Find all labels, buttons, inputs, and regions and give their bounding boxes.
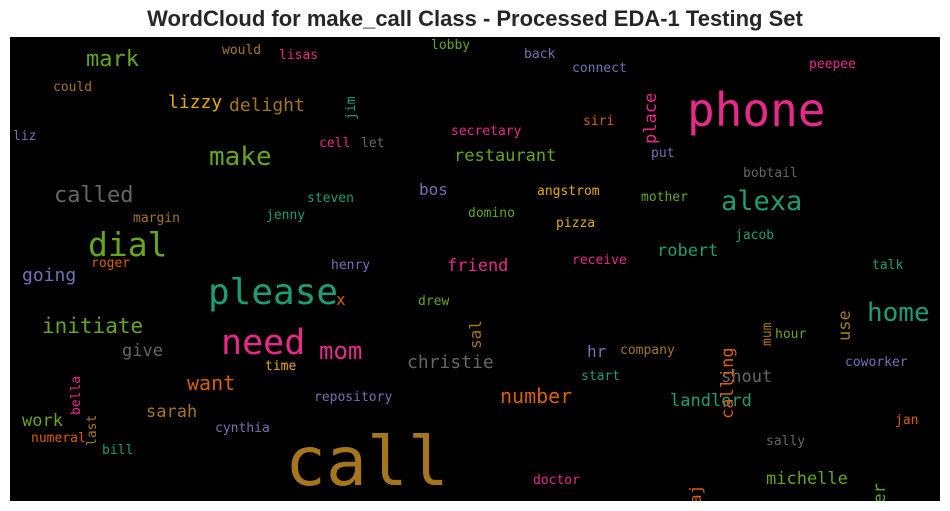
word-secretary: secretary (451, 124, 522, 139)
word-called: called (54, 183, 134, 208)
word-steven: steven (307, 191, 354, 206)
word-alexa: alexa (721, 186, 803, 217)
word-use: use (835, 310, 855, 341)
word-liz: liz (13, 129, 37, 144)
word-bobtail: bobtail (743, 166, 798, 181)
word-robert: robert (657, 241, 719, 261)
word-numeral: numeral (31, 431, 86, 446)
word-dial: dial (88, 225, 168, 264)
word-restaurant: restaurant (454, 146, 557, 166)
word-jim: jim (344, 96, 359, 120)
word-sal: sal (466, 320, 485, 349)
word-domino: domino (468, 206, 515, 221)
word-make: make (209, 142, 272, 172)
word-shout: shout (721, 367, 773, 387)
word-doctor: doctor (533, 473, 580, 488)
word-want: want (187, 371, 236, 395)
word-please: please (208, 272, 339, 313)
word-last: last (85, 414, 100, 446)
word-jan: jan (895, 413, 919, 428)
word-jacob: jacob (735, 228, 775, 243)
word-connect: connect (572, 61, 627, 76)
wordcloud-canvas: call phone please need dial alexa home make mom c… (10, 37, 940, 501)
word-put: put (651, 146, 675, 161)
word-back: back (524, 47, 556, 62)
word-bella: bella (69, 375, 84, 415)
word-initiate: initiate (42, 314, 144, 338)
word-pizza: pizza (556, 216, 596, 231)
word-delight: delight (229, 95, 305, 116)
word-lizzy: lizzy (168, 92, 223, 113)
word-siri: siri (583, 114, 615, 129)
word-aj: aj (686, 484, 705, 501)
word-company: company (620, 343, 675, 358)
word-cell: cell (319, 136, 351, 151)
word-number: number (500, 384, 573, 408)
word-call: call (285, 423, 449, 501)
word-lobby: lobby (431, 38, 471, 53)
word-michelle: michelle (766, 469, 848, 489)
word-roger: roger (91, 256, 131, 271)
word-calling: calling (718, 347, 738, 419)
word-henry: henry (331, 258, 371, 273)
word-talk: talk (872, 258, 904, 273)
word-let: let (361, 136, 385, 151)
word-would: would (222, 43, 262, 58)
word-christie: christie (407, 352, 494, 373)
word-sarah: sarah (146, 402, 198, 422)
word-computer: computer (870, 483, 890, 501)
word-receive: receive (572, 253, 627, 268)
word-start: start (581, 369, 621, 384)
word-friend: friend (447, 256, 509, 276)
word-need: need (221, 323, 306, 363)
word-x: x (336, 290, 346, 309)
word-home: home (867, 298, 930, 328)
word-mark: mark (86, 47, 139, 72)
word-bos: bos (419, 180, 448, 199)
word-mom: mom (319, 337, 363, 365)
word-hr: hr (587, 342, 607, 361)
word-repository: repository (314, 390, 393, 405)
word-work: work (22, 411, 63, 431)
word-hour: hour (775, 327, 807, 342)
word-phone: phone (687, 83, 826, 137)
word-cynthia: cynthia (215, 421, 270, 436)
word-landlord: landlord (670, 391, 752, 411)
word-going: going (22, 265, 77, 286)
word-give: give (122, 341, 163, 361)
word-bill: bill (102, 443, 134, 458)
word-peepee: peepee (809, 57, 856, 72)
word-mother: mother (641, 190, 688, 205)
word-sally: sally (766, 434, 806, 449)
word-drew: drew (418, 294, 450, 309)
word-lisas: lisas (279, 48, 319, 63)
chart-title: WordCloud for make_call Class - Processe… (147, 6, 803, 31)
word-coworker: coworker (845, 355, 908, 370)
word-jenny: jenny (266, 208, 306, 223)
word-margin: margin (133, 211, 180, 226)
word-place: place (641, 92, 661, 144)
word-mum: mum (760, 322, 775, 346)
word-angstrom: angstrom (537, 184, 600, 199)
word-could: could (53, 80, 93, 95)
word-time: time (265, 359, 297, 374)
